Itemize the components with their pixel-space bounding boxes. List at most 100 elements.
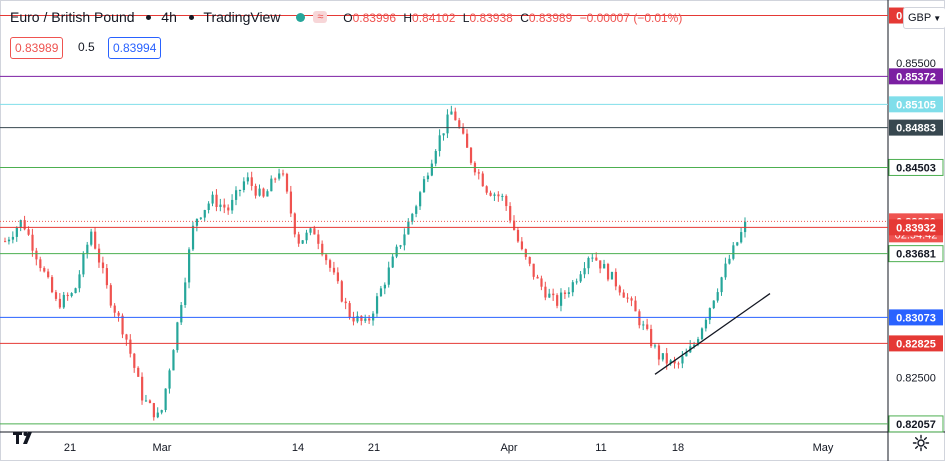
candle-body — [697, 339, 700, 345]
price-tag — [889, 68, 943, 85]
candle-body — [528, 256, 531, 264]
candle-body — [653, 345, 657, 347]
candle-body — [626, 297, 629, 299]
candle-body — [141, 376, 144, 401]
candle-body — [732, 245, 735, 259]
candle-body — [446, 114, 449, 134]
candle-body — [70, 293, 73, 297]
candle-body — [328, 260, 332, 268]
candle-body — [348, 303, 351, 318]
candle-body — [724, 263, 727, 278]
candle-body — [716, 292, 719, 301]
price-tag-label: 0.83681 — [896, 249, 936, 261]
x-tick-label: 21 — [368, 442, 380, 454]
candle-body — [567, 292, 571, 294]
candle-body — [54, 292, 58, 299]
candle-body — [368, 318, 371, 321]
candle-body — [317, 234, 320, 244]
candle-body — [313, 228, 316, 235]
wave-icon[interactable]: ≈ — [313, 11, 328, 24]
candle-body — [301, 240, 304, 244]
candle-body — [693, 344, 696, 347]
candle-body — [246, 177, 249, 182]
ohlc-values: O0.83996 H0.84102 L0.83938 C0.83989 −0.0… — [343, 11, 683, 25]
candle-body — [19, 220, 22, 228]
candle-body — [599, 260, 602, 269]
candle-body — [199, 217, 202, 219]
candle-body — [219, 204, 222, 207]
candle-body — [403, 234, 406, 246]
tradingview-logo-icon — [12, 430, 38, 451]
price-tag-label: 0.84883 — [896, 123, 936, 135]
price-tag — [888, 158, 944, 176]
candle-body — [638, 311, 641, 326]
x-tick-label: 11 — [595, 442, 606, 454]
candle-body — [450, 111, 453, 115]
candle-body — [258, 188, 261, 196]
candle-body — [622, 292, 625, 298]
separator-dot — [188, 14, 194, 20]
candle-body — [293, 213, 296, 235]
candle-body — [407, 221, 410, 235]
candle-body — [630, 298, 633, 301]
open-value: 0.83996 — [352, 11, 397, 25]
candle-body — [266, 191, 269, 197]
sell-price-button[interactable]: 0.83989 — [10, 37, 64, 59]
candle-body — [493, 194, 496, 196]
candle-body — [325, 254, 328, 261]
candle-body — [426, 175, 430, 180]
candle-body — [458, 120, 461, 127]
candle-body — [677, 363, 680, 365]
y-tick-label: 0.85500 — [896, 58, 936, 70]
candle-body — [31, 234, 34, 251]
candle-body — [524, 249, 527, 257]
buy-price-button[interactable]: 0.83994 — [108, 37, 162, 59]
candle-body — [101, 262, 105, 269]
candle-body — [419, 192, 422, 207]
candle-body — [144, 400, 148, 402]
candle-body — [125, 334, 128, 340]
candle-body — [58, 298, 62, 308]
candle-body — [223, 204, 226, 208]
candle-body — [618, 286, 621, 293]
candle-body — [164, 388, 167, 411]
price-tag-label: 0.83932 — [896, 222, 936, 234]
gear-icon[interactable] — [912, 434, 930, 457]
candle-body — [509, 206, 512, 221]
candle-body — [383, 284, 386, 289]
interval-label[interactable]: 4h — [161, 9, 177, 25]
candle-body — [532, 263, 535, 277]
candle-body — [15, 227, 18, 237]
price-tag — [888, 415, 944, 433]
candle-body — [117, 312, 120, 316]
candle-body — [501, 195, 504, 197]
currency-button[interactable]: GBP ▼ — [903, 7, 945, 29]
price-tag-label: 0.83073 — [896, 312, 936, 324]
candle-body — [740, 232, 743, 243]
candle-body — [97, 248, 101, 263]
candle-body — [430, 163, 433, 176]
candle-body — [614, 271, 617, 287]
candle-body — [536, 276, 539, 279]
candle-body — [669, 360, 672, 364]
candle-body — [704, 319, 708, 329]
candle-body — [82, 253, 85, 275]
candle-body — [86, 244, 89, 254]
low-value: 0.83938 — [469, 11, 513, 25]
candle-body — [575, 281, 578, 283]
candle-body — [481, 173, 484, 187]
candle-body — [720, 277, 723, 293]
candle-body — [736, 242, 739, 246]
candle-body — [172, 350, 175, 371]
price-tag — [888, 245, 944, 263]
candle-body — [379, 288, 383, 297]
symbol-title[interactable]: Euro / British Pound — [10, 9, 135, 25]
candle-body — [356, 315, 359, 322]
candle-body — [43, 268, 46, 272]
x-tick-label: 18 — [672, 442, 684, 454]
candle-body — [650, 328, 653, 347]
y-tick-label: 0.82500 — [896, 372, 936, 384]
candle-body — [512, 220, 516, 230]
candle-body — [352, 317, 355, 322]
